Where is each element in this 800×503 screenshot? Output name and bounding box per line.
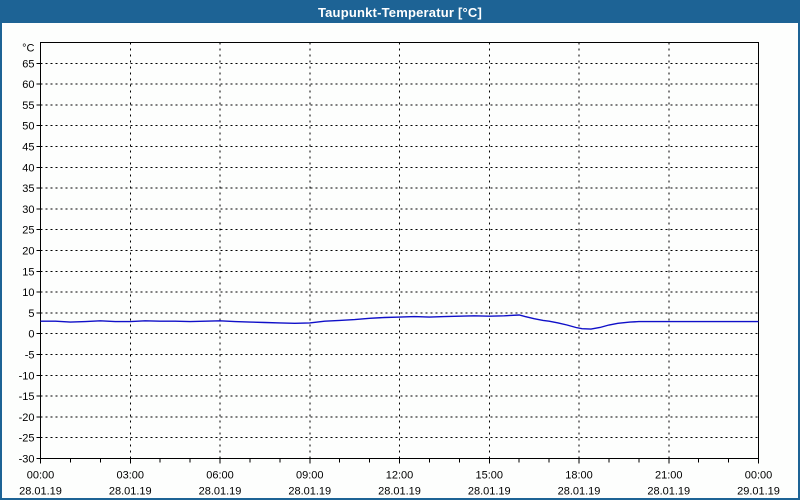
dewpoint-line <box>40 314 759 330</box>
x-tick-date-label: 28.01.19 <box>558 486 601 498</box>
y-tick-label: -25 <box>19 433 35 445</box>
x-tick-time-label: 12:00 <box>386 470 414 482</box>
y-tick-label: -15 <box>19 391 35 403</box>
x-tick-date-label: 28.01.19 <box>378 486 421 498</box>
y-tick-label: 50 <box>22 121 34 133</box>
y-tick-label: 25 <box>22 225 34 237</box>
y-tick-label: 30 <box>22 204 34 216</box>
y-tick-label: 65 <box>22 58 34 70</box>
y-tick-label: 10 <box>22 287 34 299</box>
x-tick-date-label: 29.01.19 <box>737 486 780 498</box>
y-tick-label: 15 <box>22 266 34 278</box>
y-tick-label: 5 <box>28 308 34 320</box>
x-tick-time-label: 06:00 <box>206 470 234 482</box>
x-tick-date-label: 28.01.19 <box>19 486 62 498</box>
x-tick-date-label: 28.01.19 <box>468 486 511 498</box>
x-tick-date-label: 28.01.19 <box>199 486 242 498</box>
x-tick-time-label: 00:00 <box>27 470 55 482</box>
y-tick-label: 35 <box>22 183 34 195</box>
y-tick-label: 20 <box>22 246 34 258</box>
x-tick-time-label: 15:00 <box>475 470 503 482</box>
title-bar: Taupunkt-Temperatur [°C] <box>2 2 798 23</box>
x-tick-date-label: 28.01.19 <box>109 486 152 498</box>
window-title: Taupunkt-Temperatur [°C] <box>317 5 483 20</box>
x-tick-time-label: 09:00 <box>296 470 324 482</box>
x-tick-time-label: 03:00 <box>116 470 144 482</box>
y-tick-label: -20 <box>19 412 35 424</box>
y-tick-label: -10 <box>19 370 35 382</box>
y-tick-label: -5 <box>25 350 35 362</box>
x-tick-time-label: 18:00 <box>565 470 593 482</box>
x-tick-time-label: 00:00 <box>745 470 773 482</box>
x-tick-time-label: 21:00 <box>655 470 683 482</box>
y-tick-label: -30 <box>19 454 35 466</box>
x-tick-date-label: 28.01.19 <box>647 486 690 498</box>
y-axis-unit-label: °C <box>22 43 34 55</box>
y-tick-label: 40 <box>22 162 34 174</box>
y-tick-label: 0 <box>28 329 34 341</box>
y-tick-label: 60 <box>22 79 34 91</box>
y-tick-label: 45 <box>22 142 34 154</box>
x-tick-date-label: 28.01.19 <box>288 486 331 498</box>
y-tick-label: 55 <box>22 100 34 112</box>
